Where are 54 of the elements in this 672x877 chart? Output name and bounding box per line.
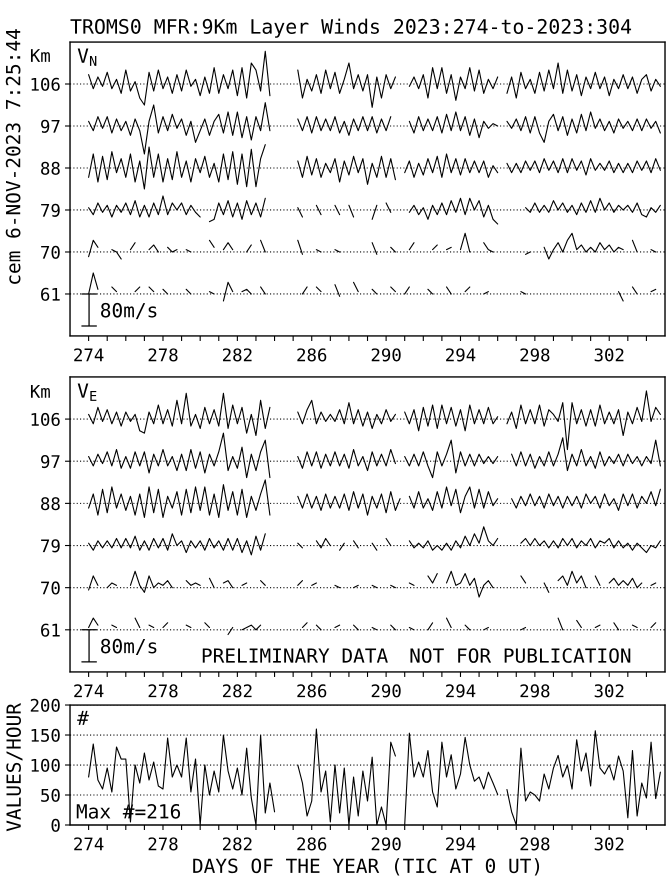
y-tick-label: 97 xyxy=(41,454,60,468)
y-tick-label: 100 xyxy=(32,758,60,772)
x-tick-label: 294 xyxy=(446,684,476,698)
x-tick-label: 282 xyxy=(222,837,252,850)
x-tick-label: 282 xyxy=(222,684,252,698)
x-tick-label: 278 xyxy=(148,348,178,362)
y-tick-label: 150 xyxy=(32,728,60,742)
x-tick-label: 290 xyxy=(372,837,401,850)
text: cem 6-NOV-2023 7:25:44 xyxy=(6,29,20,284)
x-tick-label: 278 xyxy=(148,684,178,698)
y-axis-title: Km xyxy=(30,49,50,62)
y-tick-label: 70 xyxy=(41,246,60,259)
y-tick-label: 61 xyxy=(41,624,60,637)
x-tick-label: 290 xyxy=(372,348,401,362)
x-tick-label: 298 xyxy=(520,348,550,362)
x-tick-label: 274 xyxy=(74,837,104,850)
y-tick-label: 50 xyxy=(41,788,60,802)
x-tick-label: 302 xyxy=(594,348,624,362)
annotation: NOT FOR PUBLICATION xyxy=(410,648,630,663)
y-tick-label: 88 xyxy=(41,497,60,510)
y-axis-title: VALUES/HOUR xyxy=(6,703,23,832)
y-tick-label: 97 xyxy=(41,120,60,133)
x-tick-label: 298 xyxy=(520,684,550,698)
x-tick-label: 294 xyxy=(446,837,476,850)
y-tick-label: 88 xyxy=(41,162,60,175)
annotation: V$_{N}$ xyxy=(78,48,96,66)
chart-title: TROMS0 MFR:9Km Layer Winds 2023:274-to-2023:304 xyxy=(70,18,632,38)
y-tick-label: 79 xyxy=(41,539,60,552)
annotation: V$_{E}$ xyxy=(78,384,96,401)
x-tick-label: 286 xyxy=(297,348,326,362)
y-tick-label: 106 xyxy=(32,78,60,91)
y-tick-label: 200 xyxy=(30,698,60,712)
x-tick-label: 286 xyxy=(297,684,326,698)
x-tick-label: 274 xyxy=(74,348,104,362)
x-tick-label: 302 xyxy=(594,837,624,850)
y-tick-label: 106 xyxy=(32,412,60,426)
annotation: 80m/s xyxy=(101,638,156,655)
x-tick-label: 298 xyxy=(520,837,550,850)
x-tick-label: 286 xyxy=(297,837,326,850)
annotation: PRELIMINARY DATA xyxy=(202,648,388,663)
x-tick-label: 294 xyxy=(446,348,476,362)
y-tick-label: 0 xyxy=(52,818,60,832)
x-tick-label: 274 xyxy=(74,684,104,698)
y-tick-label: 70 xyxy=(41,581,60,595)
x-tick-label: 278 xyxy=(148,837,178,850)
y-tick-label: 79 xyxy=(41,204,60,217)
y-axis-title: Km xyxy=(30,385,50,398)
x-tick-label: 302 xyxy=(594,684,624,698)
x-tick-label: 282 xyxy=(222,348,252,362)
x-tick-label: 290 xyxy=(372,684,401,698)
x-axis-title: DAYS OF THE YEAR (TIC AT 0 UT) xyxy=(193,858,540,876)
annotation: # xyxy=(77,710,89,725)
y-tick-label: 61 xyxy=(41,288,60,301)
annotation: 80m/s xyxy=(101,302,156,320)
